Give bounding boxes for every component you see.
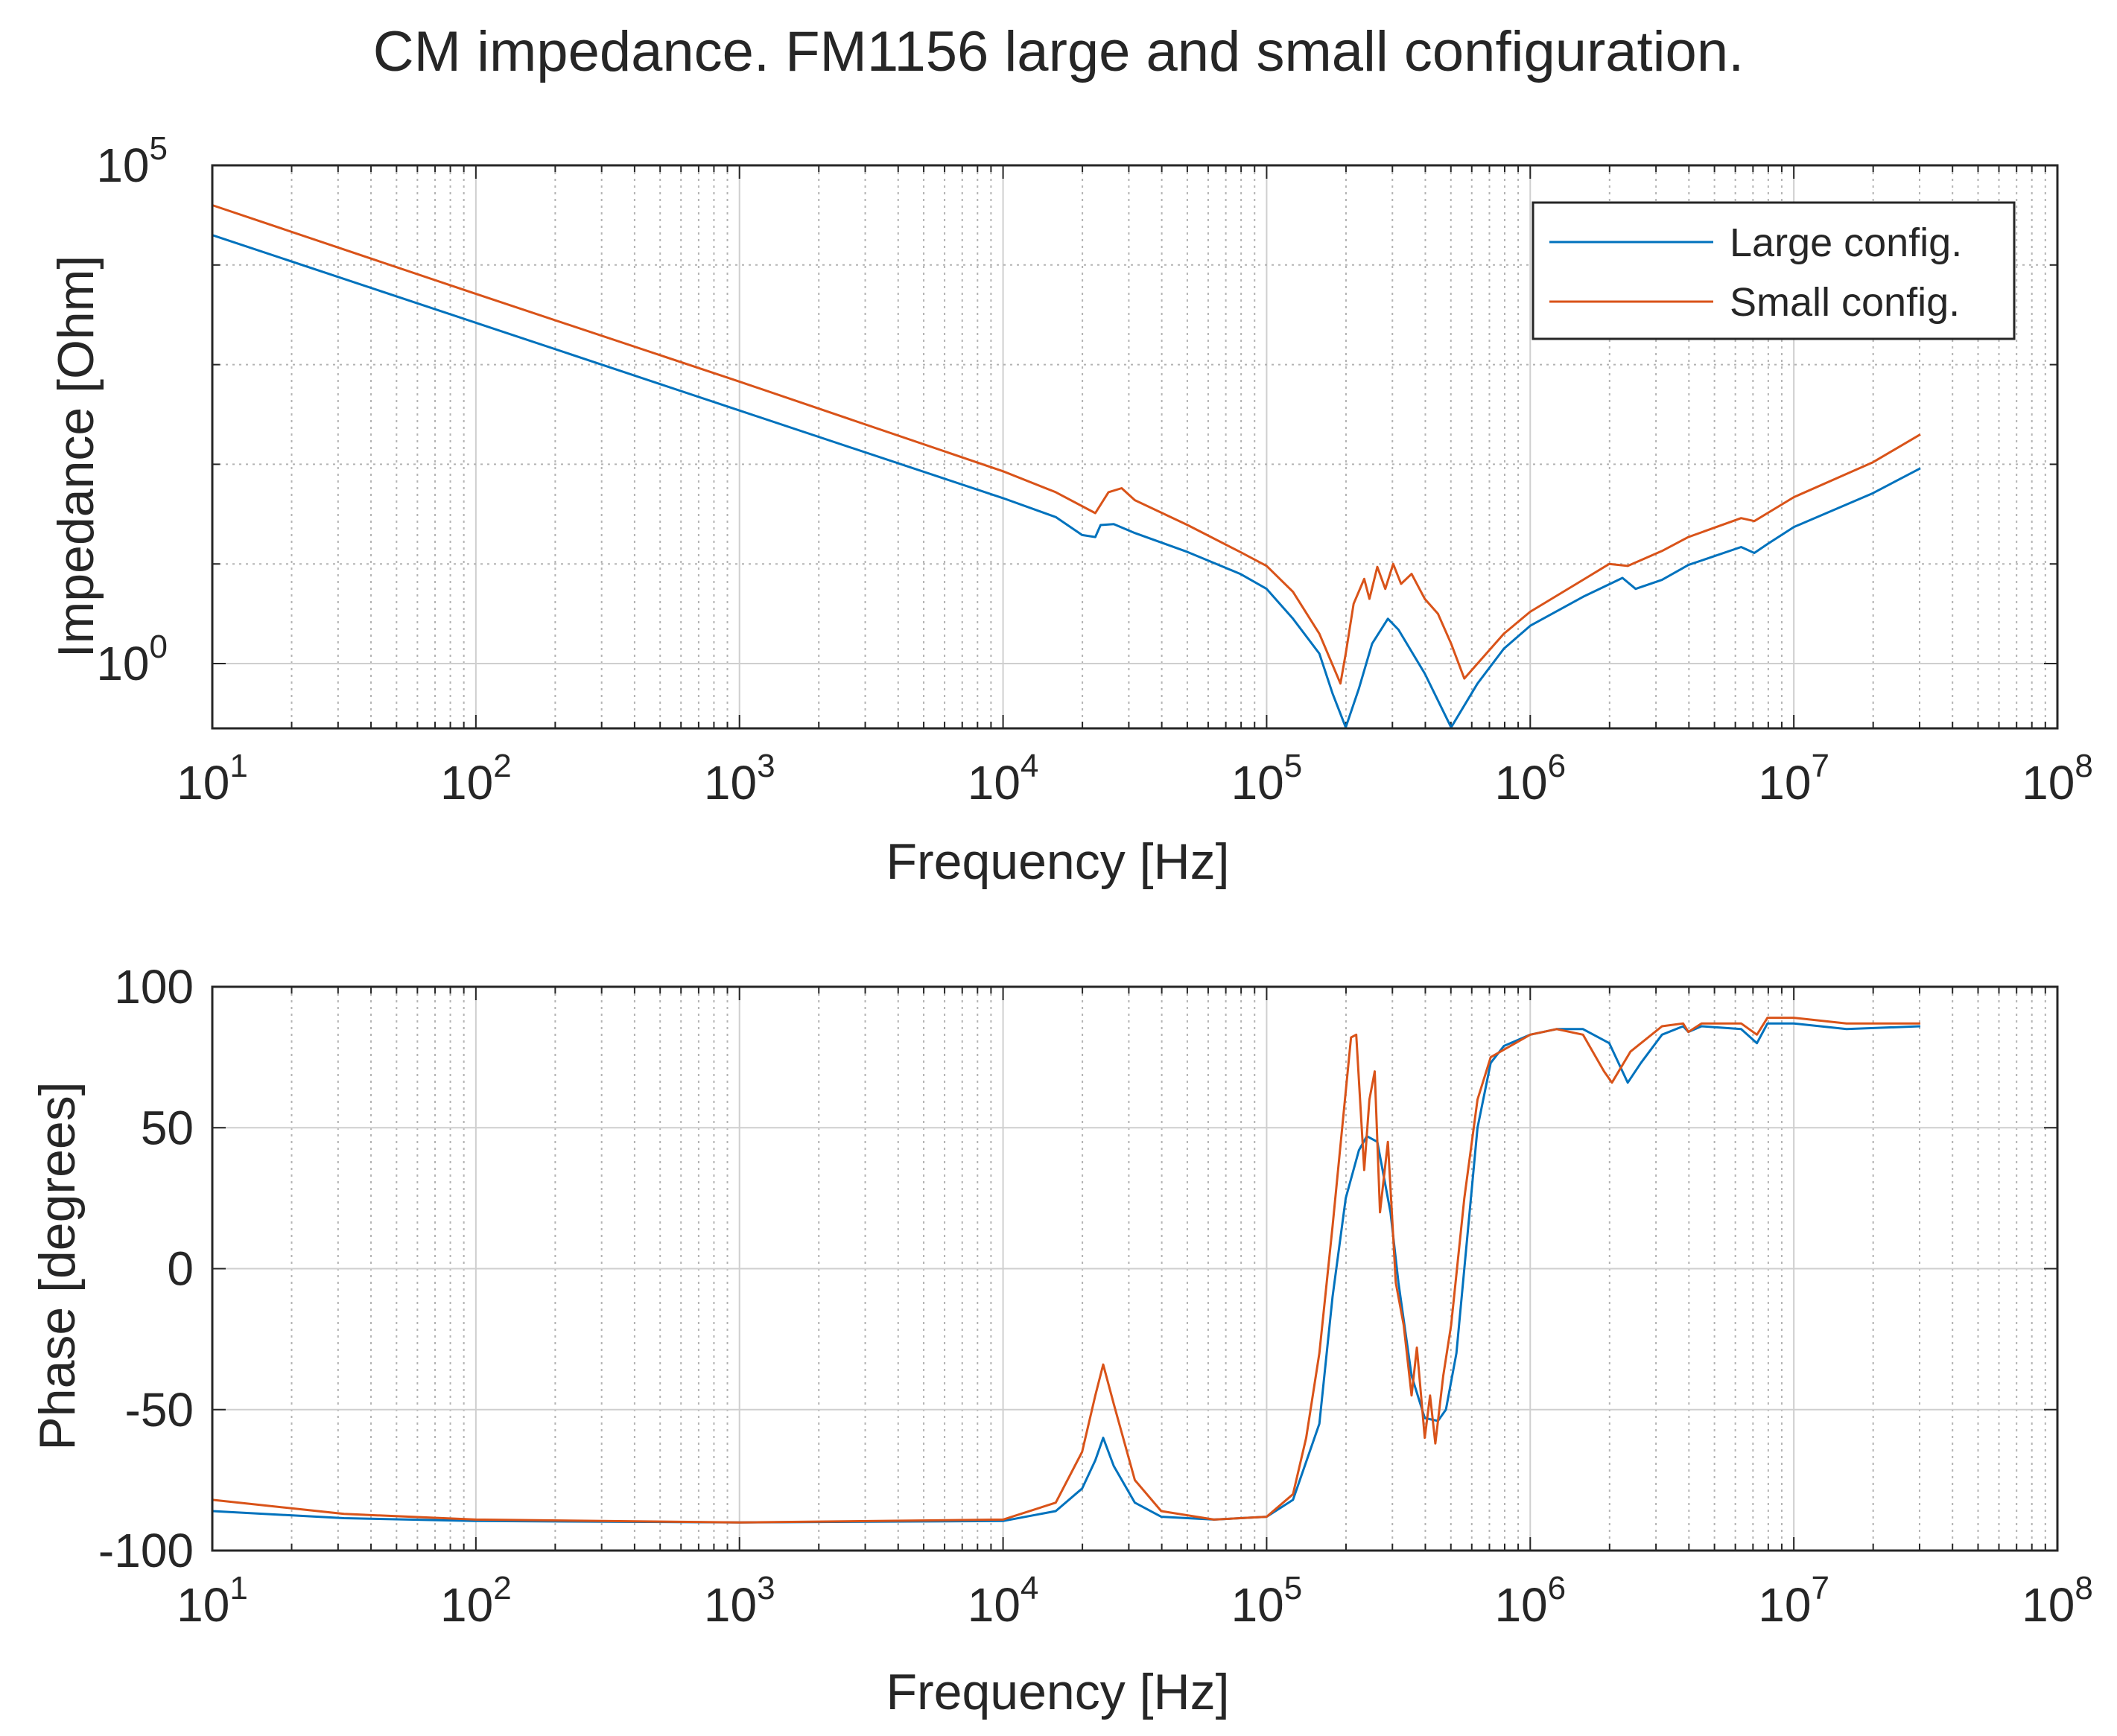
y-tick-label: 105 bbox=[96, 130, 168, 192]
phase-y-axis-label: Phase [degrees] bbox=[29, 1081, 86, 1450]
phase-plot: 101 102 103 104 105 106 107 108 -100 -50 0 50 100 F… bbox=[29, 960, 2093, 1720]
legend-label-small: Small config. bbox=[1730, 280, 1960, 325]
y-tick-label: -100 bbox=[98, 1524, 194, 1577]
phase-x-axis-label: Frequency [Hz] bbox=[886, 1664, 1229, 1720]
y-tick-label: -50 bbox=[125, 1383, 194, 1437]
x-tick-label: 107 bbox=[1758, 748, 1829, 810]
impedance-x-tick-labels: 101 102 103 104 105 106 107 108 bbox=[177, 748, 2093, 810]
y-tick-label: 50 bbox=[141, 1101, 194, 1154]
impedance-y-axis-label: Impedance [Ohm] bbox=[48, 255, 104, 658]
x-tick-label: 102 bbox=[440, 1570, 512, 1632]
impedance-axes-box bbox=[211, 164, 2059, 730]
x-tick-label: 101 bbox=[177, 748, 248, 810]
y-tick-label: 100 bbox=[96, 629, 168, 690]
x-tick-label: 106 bbox=[1494, 748, 1566, 810]
x-tick-label: 105 bbox=[1231, 1570, 1303, 1632]
phase-line-large bbox=[212, 1022, 1921, 1524]
phase-x-tick-labels: 101 102 103 104 105 106 107 108 bbox=[177, 1570, 2093, 1632]
x-tick-label: 104 bbox=[968, 748, 1039, 810]
y-tick-label: 0 bbox=[167, 1242, 194, 1296]
phase-axes-box bbox=[211, 985, 2059, 1552]
figure-title: CM impedance. FM1156 large and small con… bbox=[373, 20, 1744, 83]
impedance-line-small bbox=[212, 204, 1921, 685]
legend-label-large: Large config. bbox=[1730, 220, 1962, 265]
x-tick-label: 108 bbox=[2022, 1570, 2093, 1632]
x-tick-label: 106 bbox=[1494, 1570, 1566, 1632]
x-tick-label: 104 bbox=[968, 1570, 1039, 1632]
impedance-series bbox=[212, 204, 1921, 729]
phase-y-tick-labels: -100 -50 0 50 100 bbox=[98, 960, 194, 1577]
x-tick-label: 105 bbox=[1231, 748, 1303, 810]
y-tick-label: 100 bbox=[114, 960, 194, 1014]
x-tick-label: 107 bbox=[1758, 1570, 1829, 1632]
legend-box bbox=[1532, 201, 2016, 340]
phase-series bbox=[212, 1017, 1921, 1524]
impedance-line-large bbox=[212, 234, 1921, 729]
x-tick-label: 103 bbox=[704, 1570, 775, 1632]
impedance-plot: 101 102 103 104 105 106 107 108 100 105 Frequenc… bbox=[48, 130, 2093, 890]
impedance-y-tick-labels: 100 105 bbox=[96, 130, 168, 690]
x-tick-label: 102 bbox=[440, 748, 512, 810]
x-tick-label: 103 bbox=[704, 748, 775, 810]
legend: Large config. Small config. bbox=[1532, 201, 2016, 340]
x-tick-label: 101 bbox=[177, 1570, 248, 1632]
phase-line-small bbox=[212, 1017, 1920, 1524]
x-tick-label: 108 bbox=[2022, 748, 2093, 810]
impedance-x-axis-label: Frequency [Hz] bbox=[886, 833, 1229, 890]
